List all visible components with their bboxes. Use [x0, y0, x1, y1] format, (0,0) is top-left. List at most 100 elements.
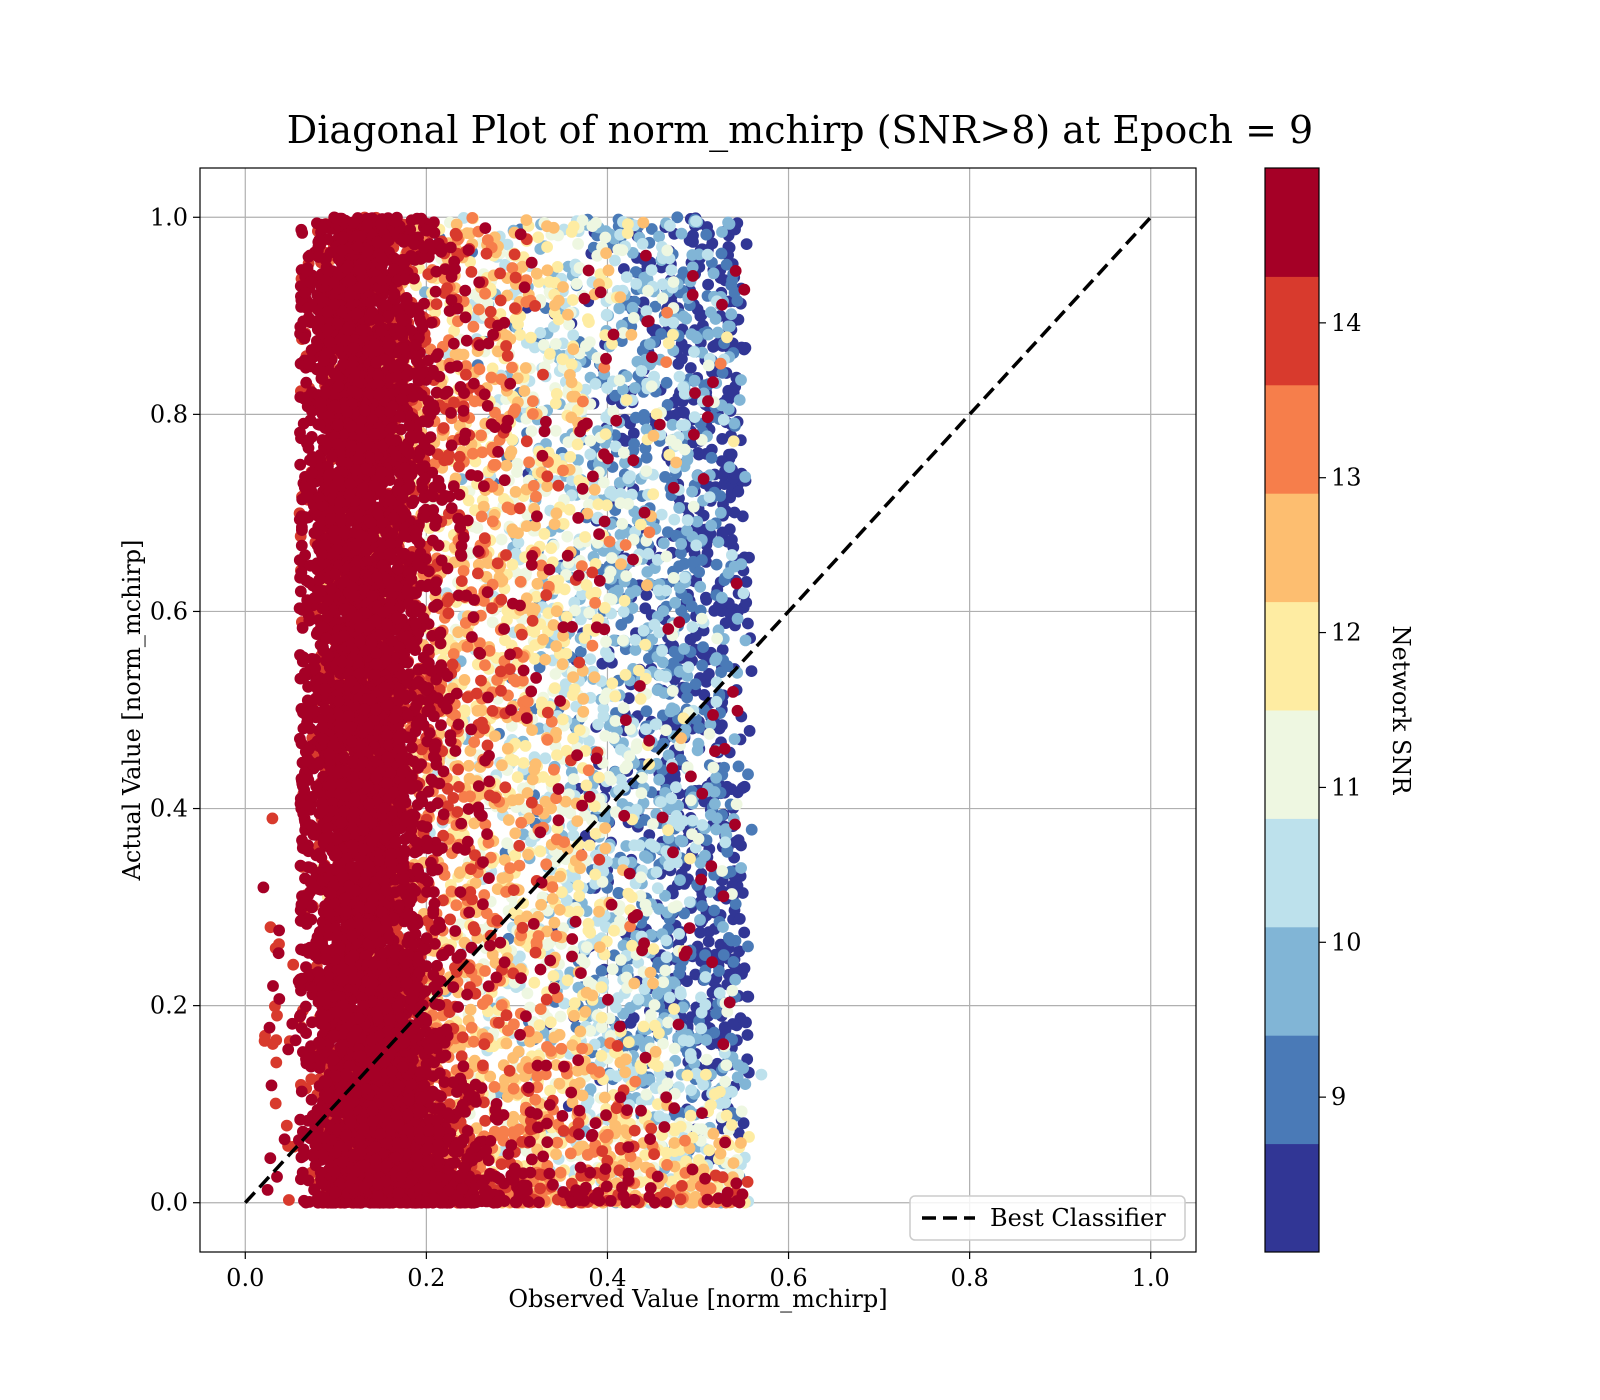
scatter-point: [580, 579, 593, 591]
scatter-point: [705, 451, 718, 464]
scatter-point: [647, 818, 659, 830]
scatter-point: [710, 1007, 722, 1020]
scatter-point: [688, 374, 701, 387]
scatter-point: [637, 624, 650, 637]
scatter-point: [712, 536, 725, 548]
scatter-point: [723, 218, 736, 230]
scatter-point: [624, 470, 636, 482]
scatter-point: [532, 930, 545, 942]
scatter-point: [735, 862, 747, 874]
scatter-point: [673, 370, 686, 383]
scatter-point: [612, 243, 625, 256]
scatter-point: [547, 221, 560, 234]
scatter-point: [713, 987, 726, 999]
scatter-point: [689, 968, 702, 981]
scatter-point: [551, 749, 563, 761]
scatter-point: [567, 732, 579, 745]
scatter-point: [664, 219, 676, 232]
scatter-point: [576, 1089, 589, 1102]
scatter-point: [613, 374, 626, 387]
scatter-point: [676, 835, 689, 848]
scatter-point: [710, 695, 723, 708]
scatter-point: [694, 926, 707, 939]
scatter-point: [620, 1053, 632, 1066]
scatter-point: [645, 1009, 657, 1021]
scatter-point: [662, 824, 674, 837]
scatter-point: [618, 594, 631, 607]
scatter-point: [637, 1020, 650, 1033]
scatter-point: [479, 287, 491, 300]
scatter-point: [743, 725, 756, 737]
scatter-point: [566, 689, 579, 701]
scatter-point: [473, 363, 486, 376]
scatter-point: [535, 898, 547, 911]
scatter-point: [571, 438, 584, 451]
scatter-point: [617, 634, 629, 647]
scatter-point: [530, 490, 542, 503]
scatter-point: [541, 264, 554, 277]
scatter-point: [640, 305, 653, 317]
scatter-point: [538, 528, 551, 540]
scatter-point: [649, 718, 662, 731]
scatter-point: [635, 1062, 648, 1075]
scatter-point: [515, 816, 528, 829]
scatter-point: [584, 448, 597, 461]
scatter-point: [458, 791, 470, 803]
scatter-point: [552, 294, 565, 307]
scatter-point: [458, 674, 471, 686]
scatter-point: [627, 427, 640, 440]
scatter-point: [703, 728, 716, 740]
scatter-point: [577, 705, 590, 718]
scatter-point: [686, 485, 698, 498]
scatter-point: [550, 605, 563, 618]
scatter-point: [639, 638, 652, 651]
scatter-point: [573, 1077, 586, 1089]
scatter-point: [669, 596, 682, 609]
scatter-point: [681, 592, 693, 605]
scatter-point: [615, 954, 627, 966]
scatter-point: [579, 830, 592, 842]
scatter-point: [548, 682, 561, 694]
scatter-point: [710, 558, 723, 571]
scatter-point: [572, 238, 584, 250]
scatter-point: [593, 771, 605, 784]
scatter-point: [632, 993, 645, 1006]
scatter-point: [514, 575, 527, 588]
scatter-point: [688, 411, 701, 423]
scatter-point: [721, 331, 733, 344]
scatter-point: [640, 705, 653, 718]
scatter-point: [742, 768, 754, 781]
scatter-point: [739, 471, 752, 483]
scatter-point: [659, 471, 671, 483]
scatter-point: [573, 890, 586, 902]
scatter-point: [714, 506, 727, 519]
scatter-point: [635, 787, 648, 800]
scatter-point: [709, 313, 722, 325]
scatter-point: [683, 896, 696, 908]
scatter-point: [745, 823, 758, 836]
scatter-point: [599, 730, 612, 742]
scatter-point: [495, 533, 508, 546]
scatter-point: [553, 903, 566, 916]
scatter-point: [741, 1029, 754, 1041]
scatter-point: [697, 641, 709, 653]
scatter-point: [702, 278, 714, 291]
scatter-point: [665, 264, 678, 276]
scatter-point: [625, 891, 638, 903]
scatter-point: [585, 1062, 598, 1075]
scatter-point: [571, 815, 584, 827]
scatter-point: [543, 275, 556, 288]
scatter-point: [660, 670, 672, 683]
scatter-point: [732, 485, 745, 498]
scatter-point: [649, 1045, 662, 1058]
scatter-point: [705, 1099, 717, 1111]
scatter-point: [653, 773, 666, 786]
scatter-point: [674, 874, 686, 886]
scatter-point: [728, 417, 741, 430]
scatter-point: [673, 928, 685, 940]
scatter-point: [716, 591, 728, 604]
scatter-point: [708, 1088, 721, 1100]
scatter-point: [670, 781, 682, 794]
scatter-point: [603, 650, 615, 663]
scatter-point: [735, 341, 748, 354]
